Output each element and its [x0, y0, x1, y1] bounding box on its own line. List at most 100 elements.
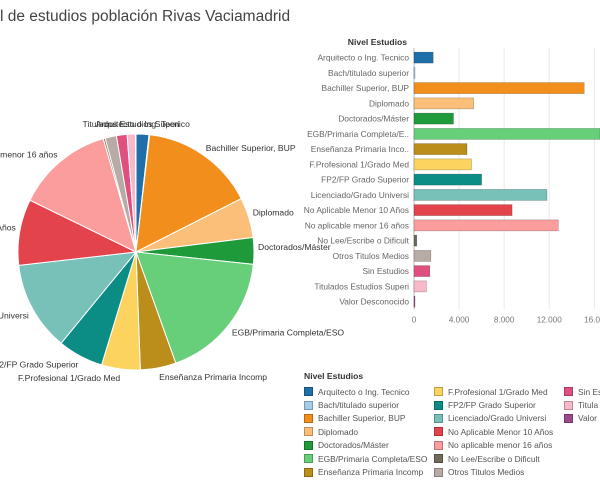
legend-item[interactable]: Sin Es [564, 385, 600, 398]
legend-swatch [564, 400, 573, 410]
x-tick-label: 16.00 [584, 315, 600, 324]
pie-slice[interactable] [135, 251, 254, 364]
legend-item[interactable]: Licenciado/Grado Universi [434, 412, 564, 425]
bar-category-label: Sin Estudios [362, 266, 409, 276]
legend-swatch [304, 454, 313, 464]
bar[interactable] [413, 280, 427, 293]
legend-item[interactable]: Bach/titulado superior [304, 398, 434, 411]
bar-category-label: F.Profesional 1/Grado Med [309, 159, 409, 169]
legend-label: No Lee/Escribe o Dificult [448, 453, 540, 464]
bar[interactable] [413, 173, 482, 186]
bar-category-label: Bachiller Superior, BUP [321, 83, 409, 93]
legend-label: Valor [578, 413, 597, 424]
legend-swatch [304, 427, 313, 437]
bar[interactable] [413, 97, 474, 110]
bar-category-label: Licenciado/Grado Universi [311, 190, 409, 200]
bar-chart: Nivel Estudios 0 4.000 8.000 12.000 16.00 Arqu… [304, 37, 600, 324]
legend-item[interactable]: No Lee/Escribe o Dificult [434, 452, 564, 465]
legend-item[interactable]: EGB/Primaria Completa/ESO [304, 452, 434, 465]
pie-slice-label: Enseñanza Primaria Incomp [159, 372, 267, 382]
bar-category-label: Doctorados/Máster [338, 114, 409, 124]
bar-category-label: EGB/Primaria Completa/E.. [307, 129, 409, 139]
bar-category-label: Titulados Estudios Superi [314, 281, 409, 291]
bar[interactable] [413, 250, 432, 262]
chart-title: l de estudios población Rivas Vaciamadri… [0, 8, 291, 25]
x-tick-label: 12.000 [537, 315, 562, 324]
bar-category-label: Enseñanza Primaria Inco.. [311, 144, 409, 154]
bar[interactable] [413, 295, 416, 308]
bar[interactable] [413, 128, 600, 140]
pie-slice-label: Diplomado [253, 207, 294, 217]
legend-label: FP2/FP Grado Superior [448, 400, 536, 411]
legend-swatch [304, 387, 313, 397]
pie-slice[interactable] [18, 251, 138, 344]
legend-label: No aplicable menor 16 años [448, 440, 553, 451]
bar-axis-header: Nivel Estudios [348, 37, 407, 47]
bar[interactable] [413, 143, 468, 155]
bar[interactable] [413, 51, 434, 64]
bar-category-label: Bach/titulado superior [328, 68, 409, 78]
legend: Nivel Estudios Arquitecto o Ing. Tecnico… [304, 371, 600, 479]
legend-label: Licenciado/Grado Universi [448, 413, 547, 424]
pie-slice[interactable] [29, 138, 137, 253]
bar[interactable] [413, 67, 416, 79]
pie-slice-label: Licenciado/Grado Universi [0, 310, 29, 320]
legend-item[interactable]: FP2/FP Grado Superior [434, 398, 564, 411]
legend-label: Enseñanza Primaria Incomp [318, 467, 424, 478]
pie-slice-label: FP2/FP Grado Superior [0, 360, 79, 370]
pie-chart: Arquitecto o Ing. Tecnico Bachiller Super… [0, 119, 344, 383]
pie-slice-label: No Aplicable Menor 10 Años [0, 222, 16, 232]
legend-item[interactable]: No aplicable menor 16 años [434, 439, 564, 452]
legend-item[interactable]: Enseñanza Primaria Incomp [304, 465, 434, 478]
x-tick-label: 0 [412, 315, 417, 324]
legend-item[interactable]: Otros Titulos Medios [434, 465, 564, 478]
legend-swatch [304, 413, 313, 423]
legend-swatch [434, 454, 443, 464]
legend-item[interactable]: Diplomado [304, 425, 434, 438]
bar[interactable] [413, 82, 585, 94]
legend-label: Arquitecto o Ing. Tecnico [318, 386, 410, 397]
legend-label: F.Profesional 1/Grado Med [448, 386, 548, 397]
legend-label: EGB/Primaria Completa/ESO [318, 453, 428, 464]
legend-label: Diplomado [318, 426, 359, 437]
legend-item[interactable]: Arquitecto o Ing. Tecnico [304, 385, 434, 398]
bar-category-label: FP2/FP Grado Superior [321, 175, 409, 185]
pie-slice-label: F.Profesional 1/Grado Med [18, 373, 120, 383]
legend-items: Arquitecto o Ing. Tecnico Bach/titulado s… [304, 385, 600, 479]
pie-slice[interactable] [135, 134, 242, 253]
legend-swatch [564, 387, 573, 397]
legend-swatch [434, 400, 443, 410]
bar[interactable] [413, 234, 418, 247]
legend-swatch [434, 387, 443, 397]
pie-slice-label: EGB/Primaria Completa/ESO [232, 327, 345, 337]
legend-item[interactable]: F.Profesional 1/Grado Med [434, 385, 564, 398]
pie-slice-label: Arquitecto o Ing. Tecnico [96, 119, 190, 129]
legend-item[interactable]: Doctorados/Máster [304, 439, 434, 452]
bar[interactable] [413, 265, 431, 277]
bar-category-label: Otros Titulos Medios [333, 251, 409, 261]
pie-slice-label: Bachiller Superior, BUP [206, 143, 296, 153]
bar-category-label: No Aplicable Menor 10 Años [304, 205, 409, 215]
bar-category-label: Diplomado [369, 98, 409, 108]
legend-label: Otros Titulos Medios [448, 467, 525, 478]
legend-item[interactable]: Valor [564, 412, 600, 425]
pie-slice-label: Titulados Estudios Superi [83, 119, 180, 129]
bar[interactable] [413, 112, 454, 125]
bar[interactable] [413, 189, 548, 201]
legend-item[interactable]: No Aplicable Menor 10 Años [434, 425, 564, 438]
bar[interactable] [413, 158, 472, 171]
bar-category-label: No Lee/Escribe o Dificult [317, 236, 409, 246]
legend-label: Sin Es [578, 386, 600, 397]
legend-swatch [304, 467, 313, 477]
legend-item[interactable]: Bachiller Superior, BUP [304, 412, 434, 425]
x-tick-label: 4.000 [449, 315, 470, 324]
bar[interactable] [413, 219, 559, 232]
legend-item[interactable]: Titula [564, 398, 600, 411]
bar[interactable] [413, 204, 513, 216]
x-tick-label: 8.000 [494, 315, 515, 324]
legend-title: Nivel Estudios [304, 371, 364, 381]
legend-label: Bach/titulado superior [318, 400, 400, 411]
legend-label: Doctorados/Máster [318, 440, 389, 451]
legend-label: No Aplicable Menor 10 Años [448, 426, 554, 437]
legend-swatch [434, 467, 443, 477]
